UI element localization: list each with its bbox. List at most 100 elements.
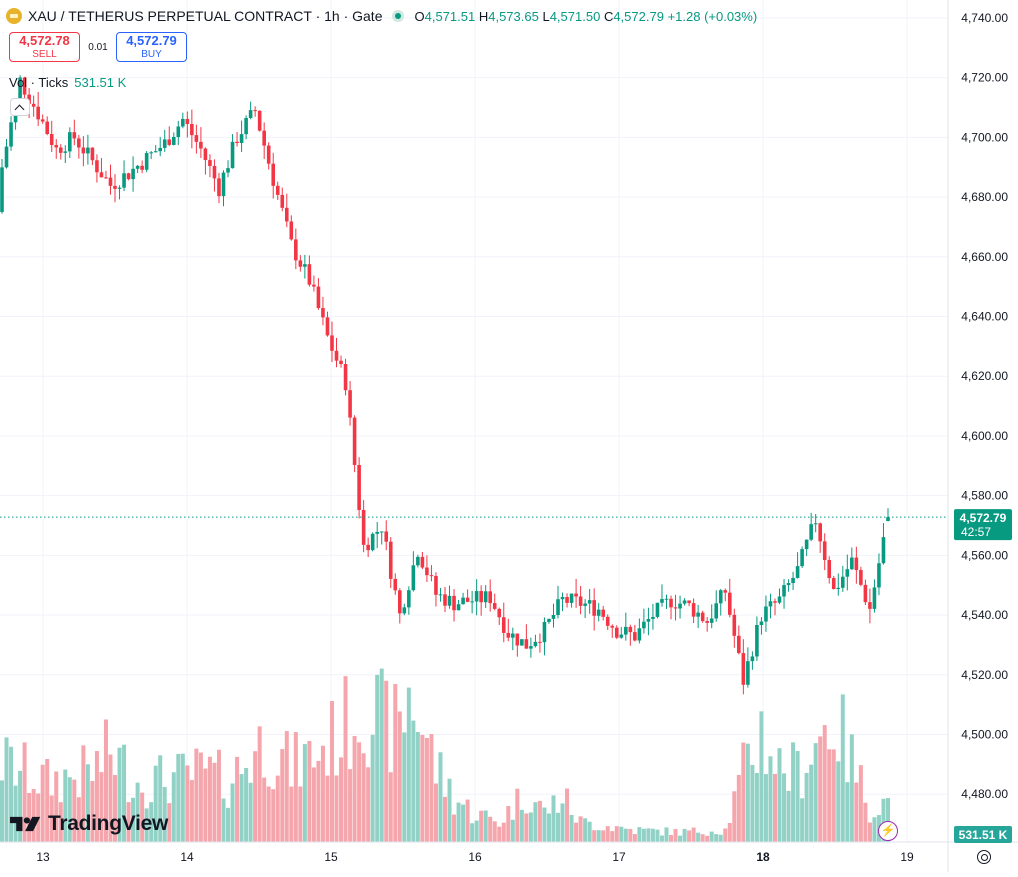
candle-body xyxy=(651,616,655,619)
volume-bar xyxy=(40,764,45,842)
volume-bar xyxy=(415,731,420,842)
volume-bar xyxy=(542,807,547,842)
candle-body xyxy=(443,594,447,606)
candle-body xyxy=(244,117,248,135)
volume-bar xyxy=(610,831,615,842)
candle-body xyxy=(95,160,99,173)
low-value: 4,571.50 xyxy=(549,8,601,24)
candle-body xyxy=(393,578,398,591)
candle-body xyxy=(723,590,728,593)
volume-bar xyxy=(714,834,719,842)
volume-bar xyxy=(696,832,701,842)
volume-bar xyxy=(429,734,434,842)
volume-bar xyxy=(329,701,334,842)
volume-bar xyxy=(637,827,642,842)
candle-body xyxy=(140,165,144,170)
candle-body xyxy=(827,560,832,579)
candle-body xyxy=(700,612,705,622)
change-value: +1.28 (+0.03%) xyxy=(667,8,758,24)
candle-body xyxy=(614,627,619,638)
volume-bar xyxy=(443,796,447,842)
candle-body xyxy=(239,134,244,144)
candle-body xyxy=(556,599,560,615)
price-tick-label: 4,620.00 xyxy=(961,369,1008,383)
volume-bar xyxy=(447,778,452,842)
volume-bar xyxy=(280,749,285,842)
high-value: 4,573.65 xyxy=(488,8,539,24)
volume-bar xyxy=(226,807,231,842)
candle-body xyxy=(691,603,696,617)
volume-bar xyxy=(357,742,362,842)
candle-body xyxy=(298,260,303,267)
volume-bar xyxy=(754,772,759,842)
candle-body xyxy=(135,165,140,169)
volume-legend[interactable]: Vol · Ticks 531.51 K xyxy=(9,75,126,90)
bolt-icon[interactable]: ⚡ xyxy=(878,821,898,841)
candle-body xyxy=(81,147,86,154)
price-tick-label: 4,480.00 xyxy=(961,787,1008,801)
tradingview-wordmark: TradingView xyxy=(48,812,169,835)
buy-button[interactable]: 4,572.79 BUY xyxy=(116,32,187,62)
candle-body xyxy=(868,602,872,609)
candle-body xyxy=(737,635,741,654)
volume-bar xyxy=(239,774,244,842)
sell-button[interactable]: 4,572.78 SELL xyxy=(9,32,80,62)
time-axis[interactable]: 13 14 15 16 17 18 19 xyxy=(36,850,914,864)
volume-bar xyxy=(298,786,303,842)
candle-body xyxy=(181,118,185,127)
candle-body xyxy=(813,523,818,525)
candle-body xyxy=(235,141,239,144)
candle-body xyxy=(872,587,877,609)
tradingview-logo[interactable]: TradingView xyxy=(10,812,168,836)
tradingview-mark-icon xyxy=(10,816,41,832)
candle-body xyxy=(447,595,452,606)
candle-body xyxy=(529,646,533,649)
candle-body xyxy=(845,569,850,577)
price-axis[interactable]: 4,480.00 4,500.00 4,520.00 4,540.00 4,560.00… xyxy=(961,11,1008,801)
candle-body xyxy=(438,594,443,596)
volume-bar xyxy=(565,788,570,842)
symbol-legend[interactable]: XAU / TETHERUS PERPETUAL CONTRACT · 1h ·… xyxy=(6,6,757,26)
candle-body xyxy=(863,584,868,603)
volume-bar xyxy=(813,743,818,842)
candlesticks xyxy=(0,75,890,695)
candle-body xyxy=(221,172,226,197)
price-tick-label: 4,540.00 xyxy=(961,608,1008,622)
collapse-legend-button[interactable] xyxy=(10,98,30,116)
candle-body xyxy=(122,173,126,188)
volume-bar xyxy=(185,765,190,842)
volume-bar xyxy=(601,830,606,842)
candle-body xyxy=(45,121,50,135)
candle-body xyxy=(217,178,221,197)
symbol-title[interactable]: XAU / TETHERUS PERPETUAL CONTRACT · 1h ·… xyxy=(28,8,383,24)
candle-body xyxy=(655,602,660,617)
volume-bar xyxy=(836,761,841,842)
candle-body xyxy=(289,221,294,240)
volume-bar xyxy=(501,822,506,842)
candle-body xyxy=(4,146,9,168)
volume-bar xyxy=(632,834,637,842)
volume-bar xyxy=(144,808,149,842)
volume-bar xyxy=(352,736,357,842)
volume-bar xyxy=(524,813,529,842)
gear-icon[interactable] xyxy=(977,850,991,864)
spread-value: 0.01 xyxy=(88,41,108,53)
volume-bar xyxy=(302,744,307,842)
candle-body xyxy=(610,625,615,628)
volume-bar xyxy=(515,788,520,842)
time-tick-label: 14 xyxy=(180,850,194,864)
candle-body xyxy=(483,591,488,603)
candle-body xyxy=(687,600,691,604)
volume-bar xyxy=(592,830,597,842)
volume-bar xyxy=(777,748,782,842)
time-tick-label: 16 xyxy=(468,850,482,864)
grid-lines xyxy=(0,0,948,842)
volume-bar xyxy=(27,793,32,842)
volume-bar xyxy=(311,767,316,842)
candle-body xyxy=(795,566,800,578)
volume-bar xyxy=(619,826,624,842)
candle-body xyxy=(420,556,425,568)
candle-body xyxy=(131,168,135,180)
